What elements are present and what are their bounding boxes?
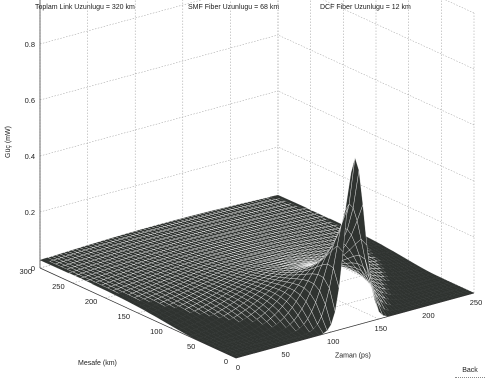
y-tick-label: 150 — [117, 312, 130, 321]
chart-header: Toplam Link Uzunlugu = 320 km SMF Fiber … — [0, 4, 486, 18]
tick-labels: 00.20.40.60.8105010015020025005010015020… — [19, 40, 483, 372]
grid-line — [39, 90, 279, 157]
dcf-length-label: DCF Fiber Uzunlugu = 12 km — [320, 4, 411, 11]
x-tick-label: 250 — [470, 298, 483, 307]
y-tick-label: 0 — [224, 357, 228, 366]
z-tick-label: 0 — [31, 264, 35, 273]
back-button[interactable]: Back — [455, 364, 485, 378]
z-tick-label: 0.4 — [25, 152, 35, 161]
z-tick-label: 0.6 — [25, 96, 35, 105]
y-axis-label: Mesafe (km) — [78, 360, 117, 367]
x-tick-label: 50 — [281, 350, 289, 359]
x-axis-line — [235, 292, 475, 359]
grid-line — [39, 146, 279, 213]
x-tick-label: 0 — [236, 363, 240, 372]
y-axis-line — [39, 267, 237, 359]
axes — [39, 0, 475, 359]
z-axis-label: Güç (mW) — [5, 126, 12, 158]
surface-mesh — [39, 157, 475, 359]
y-tick-label: 50 — [187, 342, 195, 351]
x-axis-label: Zaman (ps) — [335, 353, 371, 360]
x-tick-label: 200 — [422, 311, 435, 320]
grid-line — [39, 34, 279, 101]
grid-line — [39, 0, 203, 45]
total-length-label: Toplam Link Uzunlugu = 320 km — [35, 4, 135, 11]
z-tick-label: 0.8 — [25, 40, 35, 49]
x-tick-label: 150 — [375, 324, 388, 333]
y-tick-label: 250 — [52, 282, 65, 291]
y-tick-label: 100 — [150, 327, 163, 336]
z-tick-label: 0.2 — [25, 208, 35, 217]
smf-length-label: SMF Fiber Uzunlugu = 68 km — [188, 4, 280, 11]
x-tick-label: 100 — [327, 337, 340, 346]
y-tick-label: 200 — [85, 297, 98, 306]
y-tick-label: 300 — [19, 267, 32, 276]
